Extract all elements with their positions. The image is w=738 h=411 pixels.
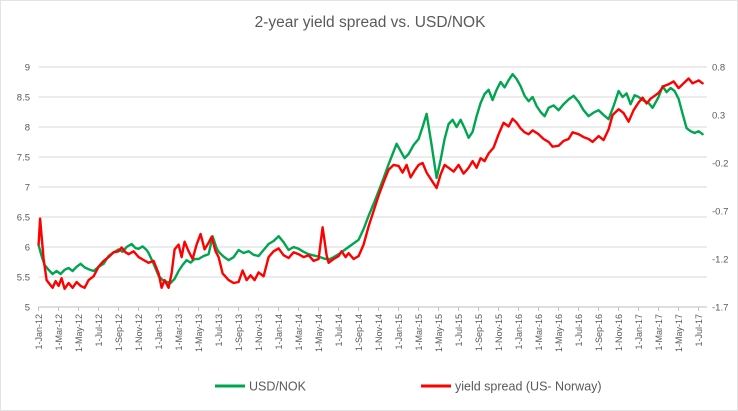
left-axis-label: 6	[25, 242, 30, 253]
x-axis-label: 1-Nov-16	[614, 314, 624, 351]
left-axis-label: 6.5	[17, 212, 30, 223]
left-axis-tick-labels: 9 8.5 8 7.5 7 6.5 6 5.5 5	[17, 62, 30, 313]
right-axis-label: -1.7	[712, 302, 728, 313]
left-axis-label: 8	[25, 122, 30, 133]
left-axis-label: 8.5	[17, 92, 30, 103]
x-axis-label: 1-May-14	[314, 314, 324, 352]
x-axis-label: 1-Jan-17	[634, 314, 644, 350]
x-axis-label: 1-Sep-12	[114, 314, 124, 351]
legend-item-usdnok: USD/NOK	[215, 380, 307, 394]
x-axis-label: 1-Nov-14	[374, 314, 384, 351]
legend-item-yield-spread: yield spread (US- Norway)	[421, 380, 602, 394]
axis-lines	[38, 306, 707, 311]
x-axis-label: 1-Jul-15	[454, 314, 464, 347]
left-axis-label: 7.5	[17, 152, 30, 163]
left-axis-label: 5	[25, 302, 30, 313]
chart-legend: USD/NOK yield spread (US- Norway)	[215, 380, 602, 394]
plot-area-series	[37, 72, 704, 290]
right-axis-label: 0.8	[712, 62, 725, 73]
x-axis-label: 1-Jul-14	[334, 314, 344, 347]
x-axis-label: 1-Jul-13	[214, 314, 224, 347]
x-axis-label: 1-Mar-16	[534, 314, 544, 351]
series-line-usdnok	[37, 72, 704, 285]
x-axis-label: 1-May-17	[674, 314, 684, 352]
left-axis-label: 5.5	[17, 272, 30, 283]
x-axis-label: 1-May-13	[194, 314, 204, 352]
gridlines	[38, 66, 707, 308]
x-axis-tick-labels: 1-Jan-12 1-Mar-12 1-May-12 1-Jul-12 1-Sep-12…	[34, 314, 704, 352]
x-axis-label: 1-Jan-15	[394, 314, 404, 350]
x-axis-label: 1-May-16	[554, 314, 564, 352]
x-axis-label: 1-Sep-14	[354, 314, 364, 351]
right-axis-label: 0.3	[712, 110, 725, 121]
chart-title: 2-year yield spread vs. USD/NOK	[255, 14, 487, 31]
x-axis-label: 1-Mar-13	[174, 314, 184, 351]
legend-label-yield-spread: yield spread (US- Norway)	[455, 380, 602, 394]
x-axis-label: 1-May-15	[434, 314, 444, 352]
right-axis-label: -0.7	[712, 206, 728, 217]
x-axis-label: 1-Jul-12	[94, 314, 104, 347]
left-axis-label: 7	[25, 182, 30, 193]
x-axis-label: 1-Jan-13	[154, 314, 164, 350]
x-axis-label: 1-Sep-13	[234, 314, 244, 351]
x-axis-label: 1-Nov-13	[254, 314, 264, 351]
left-axis-label: 9	[25, 62, 30, 73]
x-axis-label: 1-Jan-14	[274, 314, 284, 350]
x-axis-label: 1-Nov-12	[134, 314, 144, 351]
legend-label-usdnok: USD/NOK	[249, 380, 307, 394]
x-axis-label: 1-Mar-12	[54, 314, 64, 351]
series-line-yield-spread	[37, 77, 704, 290]
x-axis-label: 1-Nov-15	[494, 314, 504, 351]
x-axis-label: 1-Sep-15	[474, 314, 484, 351]
x-axis-label: 1-Sep-16	[594, 314, 604, 351]
x-axis-label: 1-Jul-17	[694, 314, 704, 347]
x-axis-label: 1-Jan-12	[34, 314, 44, 350]
x-axis-label: 1-Jan-16	[514, 314, 524, 350]
x-axis-label: 1-May-12	[74, 314, 84, 352]
x-axis-label: 1-Jul-16	[574, 314, 584, 347]
x-axis-label: 1-Mar-14	[294, 314, 304, 351]
x-axis-label: 1-Mar-15	[414, 314, 424, 351]
right-axis-tick-labels: 0.8 0.3 -0.2 -0.7 -1.2 -1.7	[712, 62, 728, 313]
right-axis-label: -0.2	[712, 158, 728, 169]
right-axis-label: -1.2	[712, 254, 728, 265]
x-axis-label: 1-Mar-17	[654, 314, 664, 351]
